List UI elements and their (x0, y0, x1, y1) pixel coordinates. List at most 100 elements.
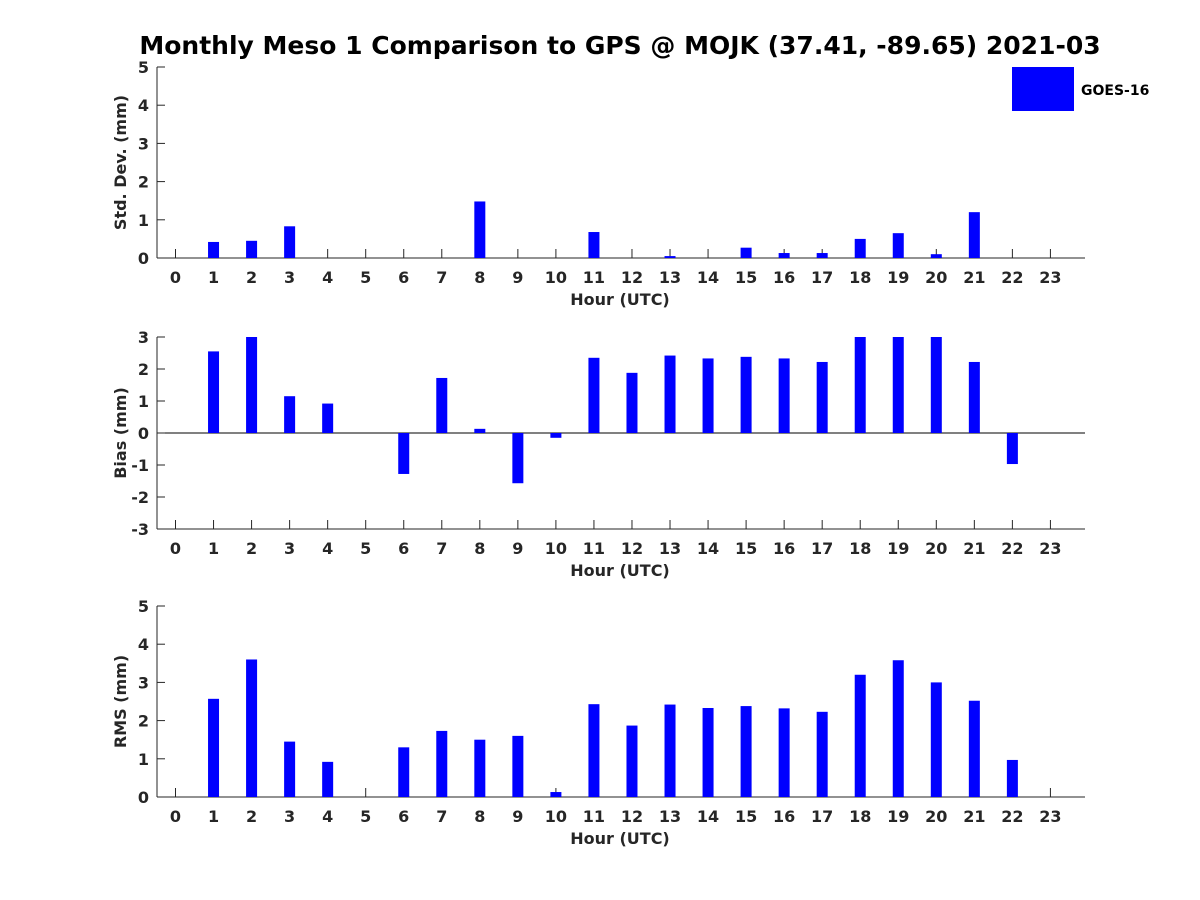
bar-std-hour-1 (208, 241, 220, 258)
chart-title: Monthly Meso 1 Comparison to GPS @ MOJK … (139, 31, 1100, 60)
x-tick-label: 14 (697, 268, 719, 287)
y-tick-label: 0 (138, 788, 149, 807)
x-tick-label: 13 (659, 539, 681, 558)
y-tick-label: 3 (138, 328, 149, 347)
x-tick-label: 1 (208, 539, 219, 558)
x-tick-label: 14 (697, 807, 719, 826)
y-tick-label: 4 (138, 96, 149, 115)
x-tick-label: 0 (170, 807, 181, 826)
bar-rms-hour-9 (512, 735, 524, 797)
bar-std-hour-15 (740, 247, 752, 258)
bar-bias-hour-13 (664, 355, 676, 433)
y-axis-label: Bias (mm) (111, 387, 130, 479)
x-tick-label: 12 (621, 539, 643, 558)
x-tick-label: 2 (246, 539, 257, 558)
y-tick-label: 0 (138, 249, 149, 268)
x-tick-label: 6 (398, 539, 409, 558)
y-tick-label: 0 (138, 424, 149, 443)
x-tick-label: 15 (735, 807, 757, 826)
bar-bias-hour-2 (246, 337, 258, 433)
bar-rms-hour-15 (740, 706, 752, 797)
x-tick-label: 11 (583, 268, 605, 287)
x-tick-label: 18 (849, 807, 871, 826)
x-axis-label: Hour (UTC) (570, 561, 670, 580)
bar-std-hour-17 (816, 253, 828, 258)
bar-std-hour-8 (474, 201, 486, 258)
x-tick-label: 17 (811, 268, 833, 287)
x-tick-label: 9 (512, 807, 523, 826)
x-tick-label: 19 (887, 539, 909, 558)
x-tick-label: 11 (583, 539, 605, 558)
y-tick-label: 3 (138, 134, 149, 153)
x-tick-label: 3 (284, 268, 295, 287)
x-tick-label: 16 (773, 539, 795, 558)
bar-std-hour-16 (778, 253, 790, 258)
bar-rms-hour-1 (208, 698, 220, 797)
x-tick-label: 20 (925, 807, 947, 826)
x-axis-label: Hour (UTC) (570, 290, 670, 309)
bar-bias-hour-4 (322, 403, 334, 433)
y-tick-label: 2 (138, 360, 149, 379)
x-tick-label: 2 (246, 268, 257, 287)
x-tick-label: 7 (436, 268, 447, 287)
bar-std-hour-13 (664, 256, 676, 258)
x-tick-label: 21 (963, 807, 985, 826)
x-tick-label: 9 (512, 268, 523, 287)
bar-bias-hour-12 (626, 372, 638, 433)
bar-bias-hour-17 (816, 361, 828, 433)
bar-rms-hour-14 (702, 707, 714, 797)
y-axis-label: RMS (mm) (111, 655, 130, 748)
bar-std-hour-21 (968, 212, 980, 258)
x-tick-label: 10 (545, 539, 567, 558)
bar-rms-hour-6 (398, 747, 410, 797)
x-tick-label: 15 (735, 539, 757, 558)
x-tick-label: 1 (208, 807, 219, 826)
y-tick-label: 3 (138, 673, 149, 692)
x-tick-label: 13 (659, 268, 681, 287)
bar-bias-hour-20 (930, 337, 942, 433)
x-axis-label: Hour (UTC) (570, 829, 670, 848)
x-tick-label: 22 (1001, 807, 1023, 826)
x-tick-label: 21 (963, 539, 985, 558)
x-tick-label: 19 (887, 268, 909, 287)
bar-bias-hour-22 (1006, 433, 1018, 465)
y-tick-label: 1 (138, 211, 149, 230)
bar-bias-hour-15 (740, 356, 752, 433)
x-tick-label: 0 (170, 268, 181, 287)
y-tick-label: 1 (138, 392, 149, 411)
x-tick-label: 20 (925, 268, 947, 287)
x-tick-label: 8 (474, 539, 485, 558)
y-axis-label: Std. Dev. (mm) (111, 95, 130, 230)
bar-bias-hour-6 (398, 433, 410, 474)
x-tick-label: 5 (360, 268, 371, 287)
y-tick-label: 1 (138, 750, 149, 769)
bar-std-hour-3 (284, 226, 296, 258)
bar-bias-hour-9 (512, 433, 524, 484)
bar-bias-hour-10 (550, 433, 562, 438)
y-tick-label: 5 (138, 597, 149, 616)
x-tick-label: 17 (811, 807, 833, 826)
x-tick-label: 16 (773, 268, 795, 287)
bar-bias-hour-3 (284, 396, 296, 433)
x-tick-label: 19 (887, 807, 909, 826)
bar-rms-hour-19 (892, 660, 904, 797)
x-tick-label: 22 (1001, 539, 1023, 558)
x-tick-label: 4 (322, 268, 333, 287)
x-tick-label: 23 (1039, 539, 1061, 558)
bar-bias-hour-8 (474, 428, 486, 433)
x-tick-label: 14 (697, 539, 719, 558)
bar-rms-hour-17 (816, 711, 828, 797)
bar-rms-hour-10 (550, 792, 562, 797)
bar-rms-hour-20 (930, 682, 942, 797)
x-tick-label: 23 (1039, 807, 1061, 826)
bar-std-hour-20 (930, 254, 942, 258)
bar-bias-hour-1 (208, 351, 220, 433)
y-tick-label: 2 (138, 712, 149, 731)
bar-rms-hour-21 (968, 700, 980, 797)
x-tick-label: 16 (773, 807, 795, 826)
x-tick-label: 5 (360, 539, 371, 558)
bar-bias-hour-21 (968, 361, 980, 433)
x-tick-label: 12 (621, 807, 643, 826)
